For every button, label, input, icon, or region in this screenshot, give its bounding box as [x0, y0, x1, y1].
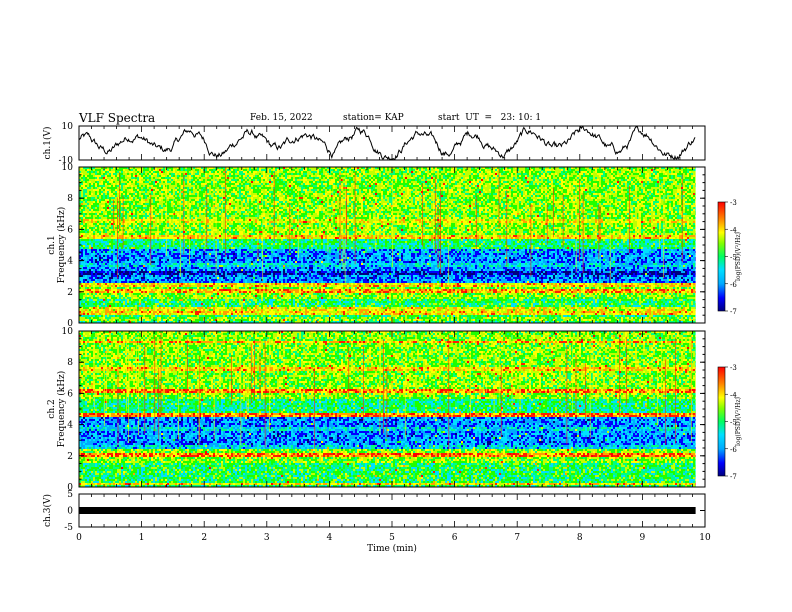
- ch3-ytick-label: -5: [64, 523, 73, 533]
- ch3-ytick-label: 0: [67, 507, 73, 517]
- ch1-spectrogram-colorbar-tick-label: -4: [730, 226, 737, 234]
- ch1-spectrogram-ytick-label: 0: [67, 319, 73, 329]
- date-label: Feb. 15, 2022: [250, 113, 313, 123]
- xtick-label: 8: [577, 533, 583, 543]
- chart-title: VLF Spectra: [79, 111, 155, 125]
- xtick-label: 6: [452, 533, 458, 543]
- xtick-label: 2: [201, 533, 207, 543]
- ch2-spectrogram-ytick-label: 10: [62, 327, 74, 337]
- ch3-ytick-label: 5: [67, 490, 73, 500]
- ch2-spectrogram-ytick-label: 4: [67, 421, 73, 431]
- xtick-label: 10: [699, 533, 711, 543]
- ch2-spectrogram-colorbar-tick-label: -5: [730, 419, 737, 427]
- ch1-spectrogram-colorbar-tick-label: -5: [730, 254, 737, 262]
- station-label: station= KAP: [343, 113, 404, 123]
- ch2-spectrogram-ylabel2: Frequency (kHz): [56, 371, 67, 448]
- xtick-label: 7: [514, 533, 520, 543]
- xtick-label: 5: [389, 533, 395, 543]
- ch2-spectrogram-colorbar-tick-label: -3: [730, 364, 737, 372]
- ch1-spectrogram-colorbar: [717, 201, 726, 312]
- ch2-spectrogram-colorbar: [717, 366, 726, 477]
- ch1-spectrogram-colorbar-label: log(PSD)(V²/Hz): [735, 232, 742, 281]
- ch1-spectrogram-image: [79, 167, 705, 324]
- ch3-signal-trace: [79, 507, 696, 514]
- ch1-waveform-ylabel: ch.1(V): [42, 127, 53, 160]
- xtick-label: 4: [327, 533, 333, 543]
- ch1-spectrogram-ytick-label: 10: [62, 163, 74, 173]
- xtick-label: 0: [76, 533, 82, 543]
- ch2-spectrogram-colorbar-tick-label: -7: [730, 473, 737, 481]
- ch1-spectrogram-ylabel2: Frequency (kHz): [56, 207, 67, 284]
- xtick-label: 9: [640, 533, 646, 543]
- xaxis-label: Time (min): [367, 543, 417, 554]
- ch1-spectrogram-ytick-label: 4: [67, 257, 73, 267]
- ch2-spectrogram-ytick-label: 8: [67, 358, 73, 368]
- ch2-spectrogram-ylabel: ch.2: [47, 399, 57, 418]
- ch1-waveform-ytick-label: -10: [59, 156, 74, 166]
- ch1-spectrogram-ylabel: ch.1: [47, 235, 57, 254]
- ch2-spectrogram-ytick-label: 6: [67, 389, 73, 399]
- ch1-spectrogram-colorbar-tick-label: -3: [730, 199, 737, 207]
- ch1-spectrogram-ytick-label: 8: [67, 194, 73, 204]
- ch2-spectrogram-ytick-label: 2: [67, 452, 73, 462]
- ch2-spectrogram-ytick-label: 0: [67, 483, 73, 493]
- ch2-spectrogram-colorbar-tick-label: -4: [730, 391, 737, 399]
- start-time-label: start UT = 23: 10: 1: [438, 113, 541, 123]
- ch3-ylabel: ch.3(V): [42, 494, 53, 527]
- ch1-spectrogram-colorbar-tick-label: -6: [730, 281, 737, 289]
- xtick-label: 1: [139, 533, 145, 543]
- ch1-waveform-ytick-label: 10: [62, 122, 74, 132]
- ch1-spectrogram-ytick-label: 6: [67, 225, 73, 235]
- ch1-waveform-trace: [78, 125, 696, 161]
- ch2-spectrogram-image: [79, 331, 705, 488]
- ch1-spectrogram-colorbar-tick-label: -7: [730, 308, 737, 316]
- xtick-label: 3: [264, 533, 270, 543]
- ch1-spectrogram-ytick-label: 2: [67, 288, 73, 298]
- ch2-spectrogram-colorbar-label: log(PSD)(V²/Hz): [735, 397, 742, 446]
- ch2-spectrogram-colorbar-tick-label: -6: [730, 446, 737, 454]
